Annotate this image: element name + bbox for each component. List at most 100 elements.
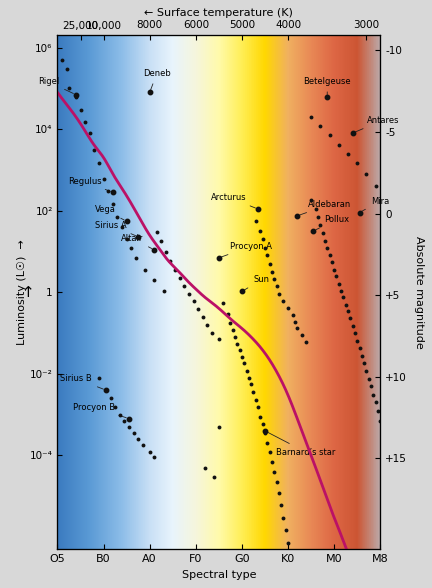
Bar [340,35,341,549]
Bar [169,35,170,549]
Bar [295,35,296,549]
Bar [148,35,149,549]
Bar [347,35,348,549]
Bar [185,35,186,549]
Bar [361,35,362,549]
Bar [308,35,309,549]
Text: Vega: Vega [95,205,124,220]
Bar [214,35,215,549]
Bar [262,35,263,549]
Bar [193,35,194,549]
Bar [372,35,373,549]
Bar [292,35,293,549]
Bar [293,35,294,549]
Bar [126,35,127,549]
Bar [241,35,242,549]
Bar [348,35,349,549]
Bar [125,35,126,549]
Bar [71,35,72,549]
Bar [229,35,230,549]
Bar [341,35,342,549]
Bar [115,35,116,549]
Bar [377,35,378,549]
Bar [143,35,144,549]
Bar [301,35,302,549]
Bar [267,35,268,549]
Bar [351,35,352,549]
Bar [299,35,300,549]
Bar [192,35,193,549]
Bar [305,35,306,549]
Bar [196,35,197,549]
Bar [79,35,80,549]
Text: Arcturus: Arcturus [211,193,255,208]
Bar [332,35,333,549]
Bar [135,35,136,549]
Bar [371,35,372,549]
Bar [73,35,74,549]
Bar [356,35,357,549]
Bar [128,35,129,549]
Bar [265,35,266,549]
Bar [290,35,291,549]
Bar [85,35,86,549]
Bar [230,35,231,549]
Bar [352,35,353,549]
Bar [318,35,319,549]
Text: Sirius B: Sirius B [60,374,103,389]
Bar [281,35,282,549]
Bar [316,35,317,549]
Bar [67,35,68,549]
Bar [330,35,331,549]
Bar [369,35,370,549]
Bar [106,35,107,549]
Bar [234,35,235,549]
Bar [287,35,288,549]
Bar [134,35,135,549]
Text: Sirius A: Sirius A [95,221,136,236]
Bar [228,35,229,549]
Text: Barnard’s star: Barnard’s star [267,432,336,456]
Bar [240,35,241,549]
Bar [370,35,371,549]
Bar [285,35,286,549]
Bar [145,35,146,549]
Bar [109,35,110,549]
Bar [338,35,339,549]
Bar [187,35,188,549]
Bar [137,35,138,549]
Bar [131,35,132,549]
Text: Rigel: Rigel [38,78,73,93]
Bar [358,35,359,549]
Bar [294,35,295,549]
Bar [317,35,318,549]
Bar [63,35,64,549]
Bar [119,35,120,549]
Bar [218,35,219,549]
Bar [277,35,278,549]
Bar [259,35,260,549]
Bar [346,35,347,549]
Bar [300,35,301,549]
Bar [326,35,327,549]
Text: Procyon A: Procyon A [222,242,272,257]
Bar [237,35,238,549]
Bar [72,35,73,549]
Text: Aldebaran: Aldebaran [300,200,352,215]
Bar [320,35,321,549]
Bar [349,35,350,549]
Bar [357,35,358,549]
Bar [178,35,179,549]
Bar [74,35,75,549]
Bar [362,35,363,549]
Bar [180,35,181,549]
Bar [325,35,326,549]
Bar [93,35,94,549]
Text: Antares: Antares [355,116,399,132]
Bar [328,35,329,549]
Bar [238,35,239,549]
Bar [90,35,91,549]
Bar [231,35,232,549]
Bar [366,35,367,549]
Bar [205,35,206,549]
